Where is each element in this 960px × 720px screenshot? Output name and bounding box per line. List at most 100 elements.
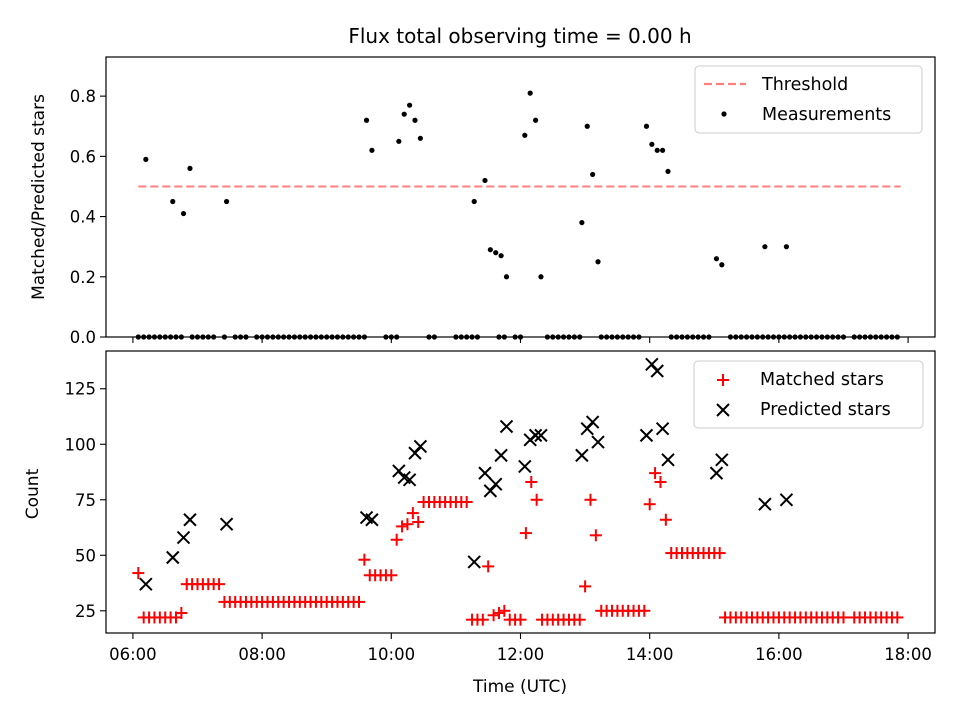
cross-stroke-b [478, 466, 492, 480]
top-panel: Flux total observing time = 0.00 h Match… [29, 24, 936, 347]
predicted-point [650, 364, 664, 378]
predicted-point [591, 435, 605, 449]
matched-point [492, 607, 505, 620]
predicted-point [219, 517, 234, 531]
measurement-point [527, 90, 533, 96]
matched-point [412, 515, 425, 528]
measurement-point [538, 274, 544, 280]
legend-threshold-label: Threshold [761, 75, 848, 95]
predicted-point [139, 577, 153, 591]
measurement-point [532, 117, 539, 123]
measurement-point [369, 147, 375, 153]
bottom-x-tick-label: 18:00 [884, 645, 932, 664]
bottom-x-tick-label: 08:00 [238, 645, 286, 664]
matched-point [406, 507, 419, 520]
predicted-point [518, 459, 532, 474]
legend-predicted-cross [716, 403, 730, 417]
cross-stroke-b [645, 357, 659, 372]
measurement-point [522, 132, 528, 138]
x-axis-label: Time (UTC) [472, 677, 567, 697]
matched-point [579, 580, 592, 593]
predicted-point [494, 448, 508, 463]
cross-stroke-b [585, 415, 600, 429]
bottom-y-tick-label: 125 [65, 380, 97, 399]
matched-point [401, 518, 414, 531]
matched-point [132, 567, 145, 580]
bottom-x-tick-label: 06:00 [109, 645, 157, 664]
measurement-point [762, 244, 768, 250]
cross-stroke-b [709, 466, 724, 480]
bottom-legend-box [693, 360, 924, 429]
matched-point [525, 476, 538, 489]
predicted-point [365, 513, 379, 527]
measurement-point [503, 274, 510, 280]
cross-stroke-b [494, 448, 508, 463]
bottom-x-ticks: 06:00 08:00 10:00 12:00 14:00 16:00 18:00 [109, 633, 932, 664]
measurement-point [487, 247, 493, 253]
predicted-point [528, 428, 543, 443]
cross-stroke-b [467, 555, 481, 569]
measurement-point [665, 168, 671, 175]
measurement-point [170, 198, 176, 205]
cross-stroke-b [758, 497, 772, 511]
measurement-point [498, 253, 504, 259]
predicted-point [413, 439, 428, 454]
legend-matched-label: Matched stars [760, 370, 884, 390]
cross-stroke-b [183, 513, 197, 527]
measurement-point [396, 138, 402, 144]
top-legend: Threshold Measurements [694, 65, 923, 134]
top-y-tick-label: 0.6 [70, 147, 96, 166]
predicted-point [478, 466, 492, 480]
measurement-point [590, 171, 596, 178]
cross-stroke-b [655, 422, 670, 436]
measurement-point [584, 123, 590, 129]
measurement-point [471, 198, 477, 205]
matched-point [713, 547, 726, 560]
cross-stroke-b [779, 493, 794, 507]
measurement-point [493, 250, 499, 256]
predicted-point [655, 422, 670, 436]
measurement-point [412, 117, 418, 123]
matched-point [476, 613, 489, 626]
measurement-point [654, 147, 660, 153]
measurement-point [180, 210, 187, 217]
cross-stroke-b [176, 530, 191, 545]
cross-stroke-b [139, 577, 153, 591]
matched-point [482, 560, 495, 573]
predicted-point [758, 497, 772, 511]
bottom-x-tick-label: 12:00 [497, 645, 545, 664]
predicted-point [176, 530, 191, 545]
bottom-plot-area [132, 357, 904, 626]
predicted-point [639, 428, 654, 443]
matched-point [638, 604, 651, 617]
cross-stroke-b [413, 439, 428, 454]
bottom-x-tick-label: 10:00 [368, 645, 416, 664]
top-legend-box [694, 65, 923, 134]
legend-matched-plus [717, 374, 729, 386]
cross-stroke-b [359, 510, 374, 525]
predicted-point [183, 513, 197, 527]
cross-stroke-b [392, 464, 406, 478]
matched-point [213, 578, 226, 591]
measurement-point [660, 147, 666, 153]
cross-stroke-b [365, 513, 379, 527]
measurement-point [223, 198, 230, 205]
cross-stroke-b [716, 403, 730, 417]
bottom-y-tick-label: 100 [65, 435, 97, 454]
predicted-point [715, 453, 729, 467]
bottom-y-ticks: 25 50 75 100 125 [65, 380, 106, 621]
legend-measurements-label: Measurements [762, 105, 891, 125]
bottom-x-tick-label: 14:00 [626, 645, 674, 664]
matched-point [353, 595, 366, 608]
measurement-point [482, 177, 488, 184]
bottom-y-tick-label: 50 [75, 546, 96, 565]
measurement-point [719, 262, 725, 268]
matched-point [643, 498, 656, 511]
matched-point [891, 611, 904, 624]
top-y-axis-label: Matched/Predicted stars [29, 94, 49, 300]
matched-point [396, 520, 409, 533]
legend-predicted-marker [716, 403, 730, 417]
predicted-point [467, 555, 481, 569]
measurement-point [649, 141, 655, 147]
